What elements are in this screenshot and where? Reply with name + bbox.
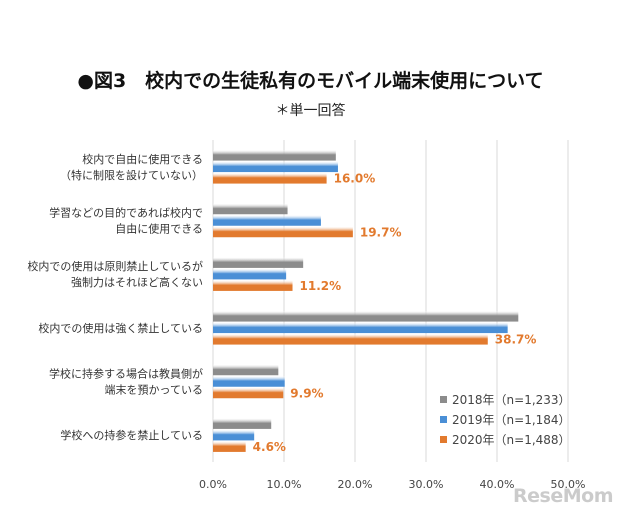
bar [213,257,304,268]
legend-swatch [440,436,447,443]
data-label: 19.7% [360,225,402,239]
category-label: 端末を預かっている [105,383,203,397]
legend-entry: 2020年（n=1,488） [452,433,571,447]
bar [213,376,285,387]
legend-swatch [440,396,447,403]
bar [213,161,338,173]
legend-swatch [440,416,447,423]
bar [213,429,255,441]
bar [213,215,321,226]
data-label: 38.7% [495,333,537,347]
legend-entry: 2019年（n=1,184） [452,413,571,427]
data-labels: 16.0% 19.7% 11.2% 38.7% 9.9% 4.6% [253,172,537,454]
x-tick-label: 10.0% [267,478,302,491]
category-label: 学校に持参する場合は教員側が [49,367,203,381]
category-label: 自由に使用できる [115,222,203,236]
category-label: （特に制限を設けていない） [60,168,203,182]
category-labels: 校内で自由に使用できる （特に制限を設けていない） 学習などの目的であれば校内で自由… [27,152,203,442]
data-label: 11.2% [300,279,342,293]
category-label: 学習などの目的であれば校内で [49,206,203,220]
chart-subtitle: ＊単一回答 [275,103,346,119]
bar [213,268,287,280]
legend-entry: 2018年（n=1,233） [452,393,571,407]
grid-lines [212,140,569,462]
bar [213,173,327,184]
bar [213,364,279,376]
bar [213,387,284,399]
bar [213,150,336,161]
category-label: 校内での使用は強く禁止している [38,321,203,335]
bar [213,226,353,238]
x-tick-label: 40.0% [480,478,515,491]
category-label: 校内での使用は原則禁止しているが [27,259,203,273]
chart-title: ●図3 校内での生徒私有のモバイル端末使用について [77,70,544,92]
watermark-logo: ReseMom [513,485,613,507]
x-axis-ticks: 0.0% 10.0% 20.0% 30.0% 40.0% 50.0% [199,478,585,491]
bars [213,150,519,452]
x-tick-label: 30.0% [409,478,444,491]
category-label: 学校への持参を禁止している [60,428,203,442]
category-label: 校内で自由に使用できる [82,152,203,166]
data-label: 4.6% [253,440,286,454]
bar [213,322,508,334]
bar [213,441,246,452]
category-label: 強制力はそれほど高くない [71,275,203,289]
bar [213,203,288,215]
data-label: 16.0% [334,172,376,186]
x-tick-label: 0.0% [199,478,227,491]
x-tick-label: 20.0% [338,478,373,491]
bar [213,280,293,291]
data-label: 9.9% [290,386,323,400]
bar [213,311,519,322]
legend: 2018年（n=1,233） 2019年（n=1,184） 2020年（n=1,48… [440,393,571,447]
bar [213,334,488,345]
bar [213,418,272,429]
x-tick-label: 50.0% [551,478,586,491]
